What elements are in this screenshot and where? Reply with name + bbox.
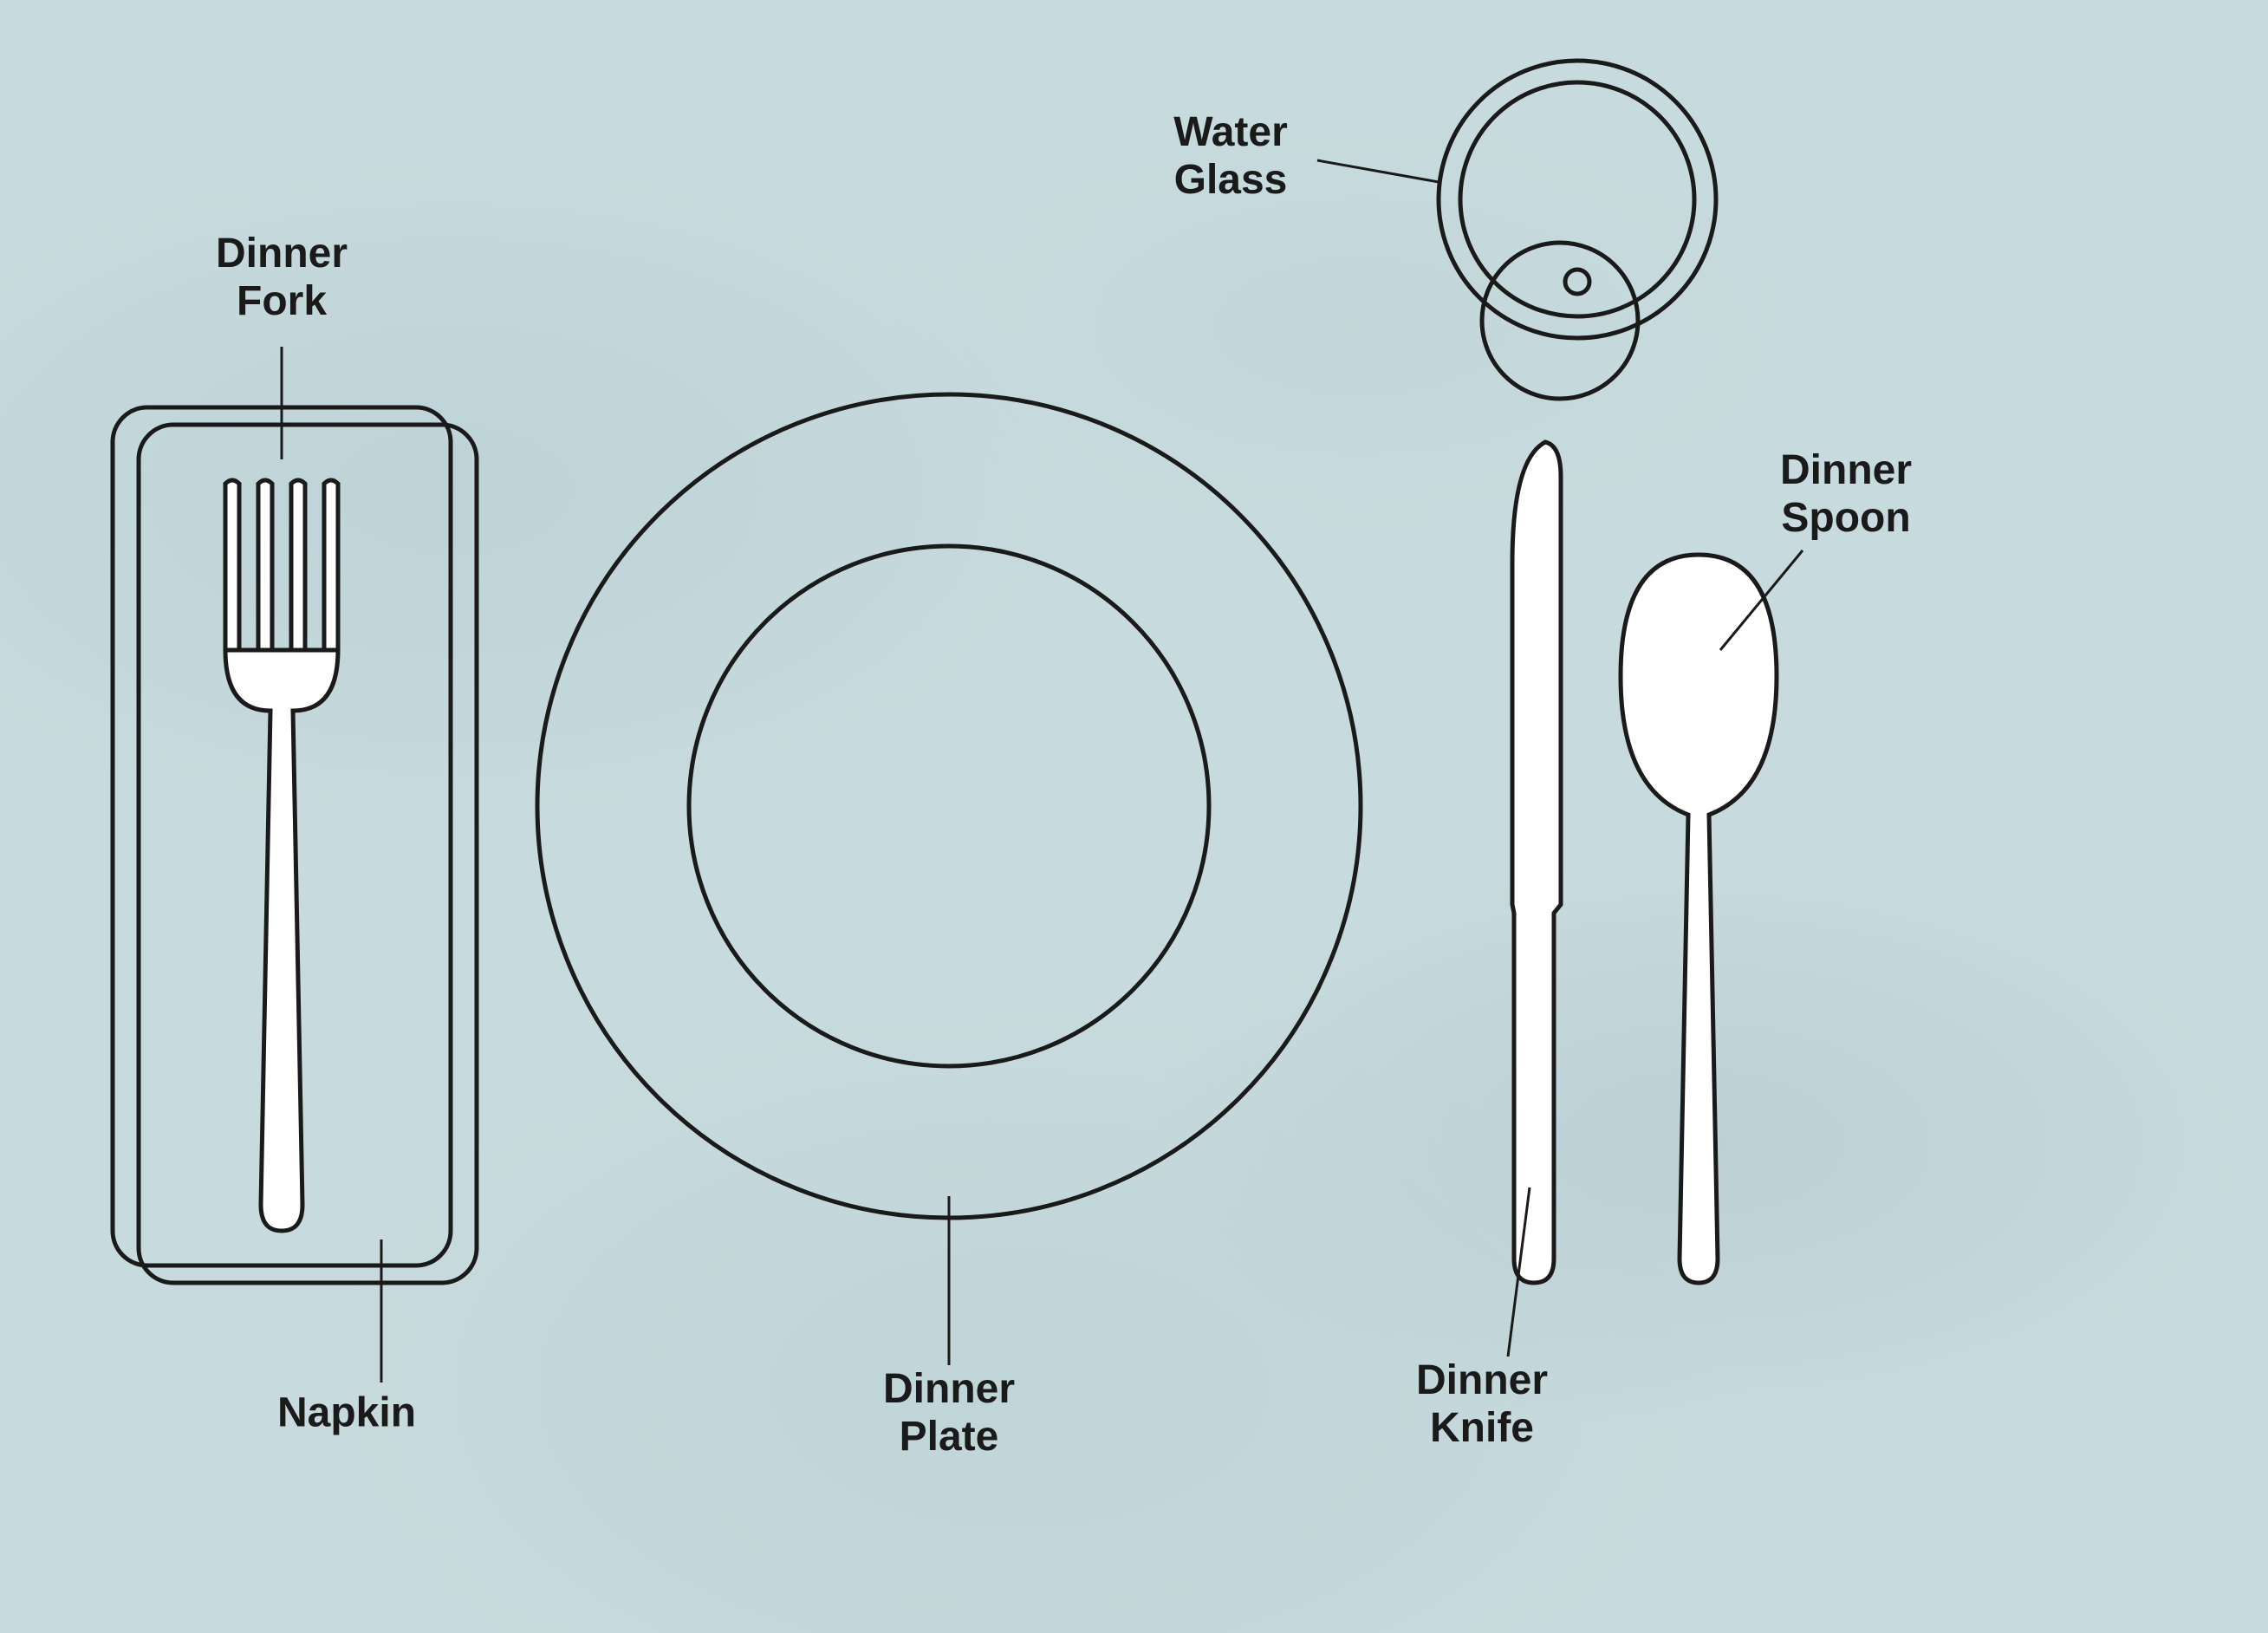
fork-tine <box>258 480 272 650</box>
label-glass: Water Glass <box>1173 108 1288 204</box>
label-spoon: Dinner Spoon <box>1780 446 1912 542</box>
dinner-plate-inner <box>689 546 1209 1066</box>
fork-tine <box>324 480 338 650</box>
napkin-back <box>139 425 477 1283</box>
leader-line-glass <box>1317 160 1439 182</box>
water-glass-center <box>1565 270 1589 294</box>
dinner-knife <box>1512 442 1561 1283</box>
label-plate: Dinner Plate <box>883 1365 1015 1461</box>
water-glass-rim <box>1439 61 1716 338</box>
dinner-plate-outer <box>537 394 1361 1218</box>
place-setting-diagram: Dinner Fork Napkin Dinner Plate Dinner Knif… <box>0 0 2268 1633</box>
dinner-fork <box>225 650 338 1231</box>
label-fork: Dinner Fork <box>216 230 348 325</box>
fork-tine <box>291 480 305 650</box>
fork-tine <box>225 480 239 650</box>
dinner-spoon <box>1621 555 1777 1283</box>
water-glass-inner <box>1460 82 1694 316</box>
label-napkin: Napkin <box>277 1389 416 1436</box>
label-knife: Dinner Knife <box>1416 1356 1548 1452</box>
water-glass-base <box>1482 243 1638 399</box>
